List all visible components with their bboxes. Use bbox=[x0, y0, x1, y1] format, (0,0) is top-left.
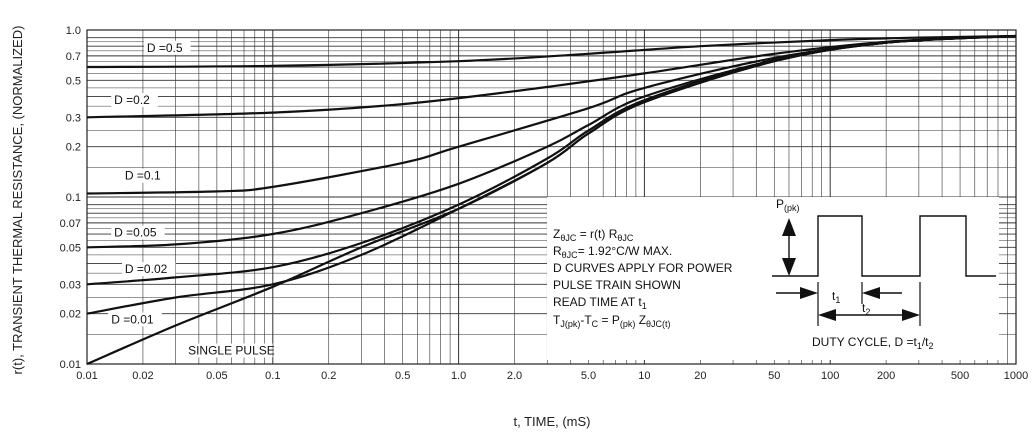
t2-arrow-left-head bbox=[818, 309, 836, 321]
curve-label: D =0.2 bbox=[114, 93, 150, 107]
curves bbox=[86, 34, 1017, 366]
x-tick-label: 0.01 bbox=[76, 370, 97, 382]
y-tick-label: 1.0 bbox=[66, 25, 81, 37]
x-tick-label: 0.05 bbox=[206, 370, 227, 382]
y-tick-label: 0.05 bbox=[60, 242, 81, 254]
y-tick-label: 0.03 bbox=[60, 279, 81, 291]
y-tick-label: 0.3 bbox=[66, 112, 81, 124]
curve-label-bg bbox=[111, 93, 158, 108]
curve-label: D =0.1 bbox=[125, 169, 161, 183]
note-line-5: READ TIME AT t1 bbox=[553, 295, 647, 311]
x-tick-label: 1.0 bbox=[451, 370, 466, 382]
y-tick-label: 0.1 bbox=[66, 192, 81, 204]
x-tick-label: 100 bbox=[821, 370, 839, 382]
x-tick-label: 200 bbox=[877, 370, 895, 382]
curve-label: D =0.05 bbox=[114, 226, 157, 240]
note-line-6: TJ(pk)-TC = P(pk) ZθJC(t) bbox=[553, 313, 671, 329]
t2-label: t2 bbox=[862, 301, 870, 317]
curve-label-bg bbox=[121, 168, 169, 183]
t2-arrow-right-head bbox=[902, 309, 920, 321]
ppk-arrow-up bbox=[782, 218, 796, 236]
y-tick-labels: 0.01 0.02 0.03 0.05 0.07 0.1 0.2 0.3 0.5 0.7 1.0 bbox=[60, 25, 81, 371]
plot-frame bbox=[86, 29, 1017, 365]
y-tick-label: 0.02 bbox=[60, 309, 81, 321]
x-tick-label: 0.2 bbox=[321, 370, 336, 382]
t1-arrow-left-head bbox=[800, 287, 818, 299]
x-tick-label: 1000 bbox=[1004, 370, 1028, 382]
curve-label-bg bbox=[143, 40, 191, 55]
x-tick-label: 20 bbox=[694, 370, 706, 382]
x-tick-label: 50 bbox=[768, 370, 780, 382]
x-tick-label: 500 bbox=[951, 370, 969, 382]
curve-label-bg bbox=[185, 343, 273, 358]
y-tick-label: 0.01 bbox=[60, 359, 81, 371]
curve-0 bbox=[86, 34, 1017, 69]
y-tick-label: 0.07 bbox=[60, 218, 81, 230]
x-tick-label: 0.5 bbox=[395, 370, 410, 382]
pulse-waveform bbox=[772, 215, 996, 277]
y-axis-title: r(t), TRANSIENT THERMAL RESISTANCE, (NOR… bbox=[10, 26, 25, 375]
note-line-3: D CURVES APPLY FOR POWER bbox=[553, 261, 733, 275]
curve-label: SINGLE PULSE bbox=[188, 343, 275, 357]
note-line-1: ZθJC = r(t) RθJC bbox=[553, 227, 634, 243]
y-tick-label: 0.5 bbox=[66, 75, 81, 87]
ppk-label: P(pk) bbox=[776, 197, 800, 213]
x-tick-label: 10 bbox=[638, 370, 650, 382]
x-tick-label: 2.0 bbox=[507, 370, 522, 382]
curve-label: D =0.01 bbox=[111, 312, 154, 326]
pulse-train-diagram bbox=[772, 215, 996, 326]
ppk-arrow-down bbox=[782, 258, 796, 276]
curve-label-bg bbox=[111, 225, 165, 240]
t1-label: t1 bbox=[832, 289, 840, 305]
x-tick-labels: 0.01 0.02 0.05 0.1 0.2 0.5 1.0 2.0 5.0 10 20 50 100 2… bbox=[76, 370, 1028, 382]
curve-1 bbox=[86, 34, 1017, 119]
curve-label-bg bbox=[108, 312, 162, 327]
curve-label: D =0.5 bbox=[147, 41, 183, 55]
curve-label: D =0.02 bbox=[125, 262, 168, 276]
curve-label-bg bbox=[121, 262, 176, 277]
curve-labels: D =0.5 D =0.2 D =0.1 D =0.05 D =0.02 D =0.01 S… bbox=[108, 40, 275, 358]
notes-block: ZθJC = r(t) RθJC RθJC= 1.92°C/W MAX. D C… bbox=[553, 227, 733, 329]
note-line-2: RθJC= 1.92°C/W MAX. bbox=[553, 244, 672, 260]
x-tick-label: 0.02 bbox=[132, 370, 153, 382]
y-tick-label: 0.2 bbox=[66, 142, 81, 154]
x-tick-label: 5.0 bbox=[581, 370, 596, 382]
y-tick-label: 0.7 bbox=[66, 51, 81, 63]
inset-background bbox=[547, 197, 999, 360]
t1-arrow-right-head bbox=[862, 287, 880, 299]
note-line-4: PULSE TRAIN SHOWN bbox=[553, 278, 681, 292]
duty-cycle-label: DUTY CYCLE, D =t1/t2 bbox=[812, 335, 934, 351]
curve-6 bbox=[86, 34, 1017, 366]
x-axis-title: t, TIME, (mS) bbox=[513, 414, 590, 429]
x-tick-label: 0.1 bbox=[265, 370, 280, 382]
